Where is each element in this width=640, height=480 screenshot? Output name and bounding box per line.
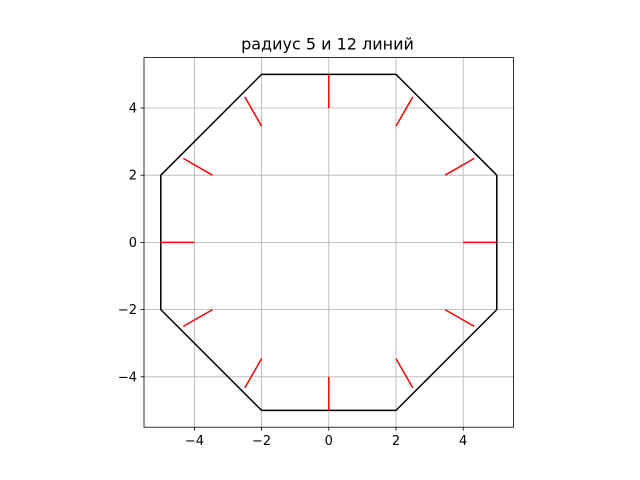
- radial-line-segment: [182, 308, 213, 328]
- radial-line-segment: [244, 358, 263, 389]
- octagon-outline: [160, 73, 498, 412]
- y-tick-label: 4: [129, 102, 137, 117]
- y-tick-label: 2: [129, 169, 137, 184]
- plot-series: [160, 73, 498, 412]
- chart-title: радиус 5 и 12 линий: [241, 35, 414, 54]
- x-tick-label: −4: [185, 434, 204, 449]
- y-tick-label: −4: [118, 370, 137, 385]
- radial-line-segment: [244, 96, 263, 127]
- x-tick-label: 4: [459, 434, 467, 449]
- y-tick-label: 0: [129, 236, 137, 251]
- x-tick-label: 0: [325, 434, 333, 449]
- radial-line-segment: [395, 96, 414, 127]
- radial-line-segment: [182, 157, 213, 176]
- radial-line-segment: [444, 157, 475, 176]
- x-tick-label: −2: [252, 434, 271, 449]
- radial-line-segment: [395, 358, 414, 389]
- radial-line-segment: [444, 308, 475, 328]
- axis-ticks: −4 −2 0 2 4 −4 −2 0 2 4: [118, 102, 468, 450]
- y-tick-label: −2: [118, 303, 137, 318]
- x-tick-label: 2: [392, 434, 400, 449]
